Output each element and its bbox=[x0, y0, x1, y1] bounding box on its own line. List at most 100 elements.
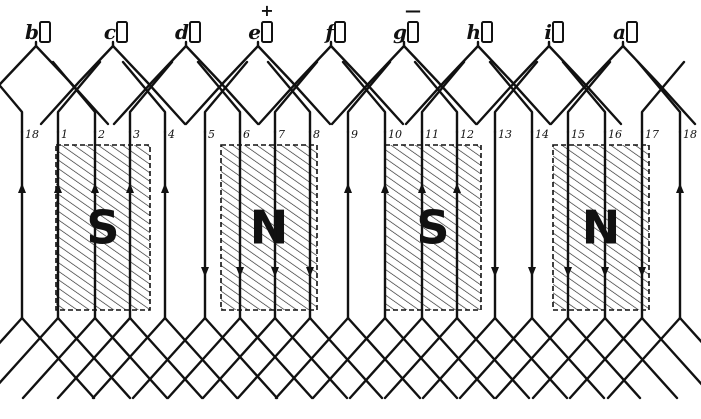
pole-box bbox=[55, 144, 151, 311]
seg-lead-l-3 bbox=[184, 40, 260, 126]
segment-e: e+ bbox=[248, 1, 273, 44]
conductor-number: 9 bbox=[351, 128, 358, 141]
bottom-end-r-4 bbox=[163, 316, 239, 400]
current-arrow-down bbox=[271, 267, 279, 277]
current-arrow-up bbox=[161, 183, 169, 193]
current-arrow-up bbox=[676, 183, 684, 193]
bottom-end-l-5 bbox=[131, 316, 207, 400]
current-arrow-up bbox=[418, 183, 426, 193]
pole-1: S bbox=[55, 144, 151, 311]
pole-box bbox=[220, 144, 318, 311]
seg-lead-r-8 bbox=[621, 44, 697, 126]
pole-label: N bbox=[582, 201, 621, 255]
bottom-end-l-9 bbox=[274, 316, 350, 400]
current-arrows bbox=[18, 183, 684, 277]
bottom-end-r-3 bbox=[128, 316, 204, 400]
seg-lead-l-4 bbox=[257, 40, 333, 126]
seg-lead-l-1 bbox=[39, 40, 115, 126]
bottom-end-r-18 bbox=[678, 316, 701, 344]
seg-lead-r-4 bbox=[329, 44, 405, 126]
current-arrow-down bbox=[201, 267, 209, 277]
segment-box bbox=[334, 21, 346, 43]
bottom-end-l-15 bbox=[494, 316, 570, 400]
segment-box bbox=[116, 21, 128, 43]
bottom-end-r-9 bbox=[346, 316, 422, 400]
segment-box bbox=[261, 21, 273, 43]
bottom-end-l-10 bbox=[311, 316, 387, 400]
bottom-end-l-0 bbox=[0, 316, 24, 345]
top-end-l-12 bbox=[413, 60, 459, 134]
conductor-number: 1 bbox=[61, 128, 68, 141]
pole-2: N bbox=[220, 144, 318, 311]
conductor-number: 16 bbox=[608, 128, 622, 141]
bottom-end-l-6 bbox=[166, 316, 242, 400]
segment-a: a bbox=[613, 20, 638, 44]
segment-letter: g bbox=[393, 20, 407, 44]
current-arrow-down bbox=[564, 267, 572, 277]
bottom-end-l-16 bbox=[531, 316, 607, 400]
conductor-number: 13 bbox=[498, 128, 512, 141]
seg-lead-r-1 bbox=[111, 44, 187, 126]
top-end-l-14 bbox=[488, 60, 534, 134]
conductor-number: 18 bbox=[25, 128, 39, 141]
top-end-r-7 bbox=[273, 60, 319, 134]
conductor-number: 2 bbox=[97, 128, 105, 141]
bottom-end-r-6 bbox=[238, 316, 314, 400]
conductor-number: 7 bbox=[278, 128, 285, 141]
bottom-end-l-12 bbox=[383, 316, 459, 400]
conductor-number: 17 bbox=[645, 128, 659, 141]
bottom-end-l-17 bbox=[568, 316, 644, 400]
top-end-r-17 bbox=[640, 60, 686, 134]
seg-lead-l-8 bbox=[549, 40, 625, 126]
top-end-l-16 bbox=[561, 60, 607, 134]
top-end-l-4 bbox=[121, 60, 167, 134]
bottom-end-l-4 bbox=[91, 316, 167, 400]
pole-box bbox=[384, 144, 482, 311]
segment-box bbox=[189, 21, 201, 43]
top-end-l-18 bbox=[636, 60, 682, 134]
segment-letter: c bbox=[104, 20, 116, 44]
bottom-end-l-7 bbox=[201, 316, 277, 400]
bottom-end-r-12 bbox=[455, 316, 531, 400]
seg-lead-l-0 bbox=[0, 40, 38, 86]
seg-lead-r-0 bbox=[34, 44, 110, 126]
current-arrow-down bbox=[236, 267, 244, 277]
conductor-number: 10 bbox=[388, 128, 402, 141]
seg-lead-l-6 bbox=[404, 40, 480, 126]
commutator-segments: b c d e+ f g— h i a bbox=[25, 1, 638, 44]
conductor-numbers: 18 1 2 3 4 5 6 7 8 9 10 11 12 13 14 15 16 17 18 bbox=[25, 128, 697, 141]
segment-letter: e bbox=[248, 20, 261, 44]
top-end-r-1 bbox=[56, 60, 102, 134]
segment-c: c bbox=[104, 20, 128, 44]
bottom-end-r-16 bbox=[603, 316, 679, 400]
top-end-l-10 bbox=[341, 60, 387, 134]
top-end-r-11 bbox=[420, 60, 466, 134]
pole-label: S bbox=[86, 201, 119, 255]
current-arrow-up bbox=[453, 183, 461, 193]
seg-lead-l-7 bbox=[475, 40, 551, 126]
segment-f: f bbox=[323, 20, 346, 44]
current-arrow-up bbox=[381, 183, 389, 193]
conductor-number: 8 bbox=[313, 128, 320, 141]
seg-lead-r-2 bbox=[184, 44, 260, 126]
top-end-l-8 bbox=[266, 60, 312, 134]
conductor-number: 5 bbox=[208, 128, 215, 141]
conductor-number: 6 bbox=[243, 128, 250, 141]
bottom-end-r-8 bbox=[308, 316, 384, 400]
conductor-number: 14 bbox=[535, 128, 549, 141]
top-end-r-9 bbox=[346, 60, 392, 134]
positive-sign: + bbox=[260, 1, 273, 20]
bottom-end-l-11 bbox=[348, 316, 424, 400]
conductor-number: 3 bbox=[133, 128, 140, 141]
segment-g: g— bbox=[393, 1, 421, 44]
seg-lead-r-7 bbox=[547, 44, 623, 126]
segment-b: b bbox=[25, 20, 51, 44]
bottom-end-r-17 bbox=[640, 316, 701, 386]
winding-wires bbox=[0, 40, 701, 400]
top-end-l-6 bbox=[196, 60, 242, 134]
segment-box bbox=[552, 21, 564, 43]
top-end-r-3 bbox=[128, 60, 174, 134]
segment-box bbox=[407, 21, 419, 43]
